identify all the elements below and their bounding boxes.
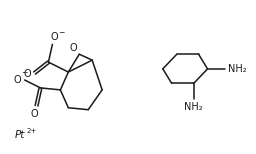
Text: −: − xyxy=(22,69,28,77)
Text: 2+: 2+ xyxy=(27,128,37,134)
Text: NH₂: NH₂ xyxy=(228,64,247,74)
Text: O: O xyxy=(24,69,31,79)
Text: −: − xyxy=(58,28,65,37)
Text: O: O xyxy=(31,109,38,119)
Text: Pt: Pt xyxy=(15,130,25,140)
Text: NH₂: NH₂ xyxy=(184,102,203,112)
Text: O: O xyxy=(14,75,22,85)
Text: O: O xyxy=(51,32,58,42)
Text: O: O xyxy=(69,43,77,53)
